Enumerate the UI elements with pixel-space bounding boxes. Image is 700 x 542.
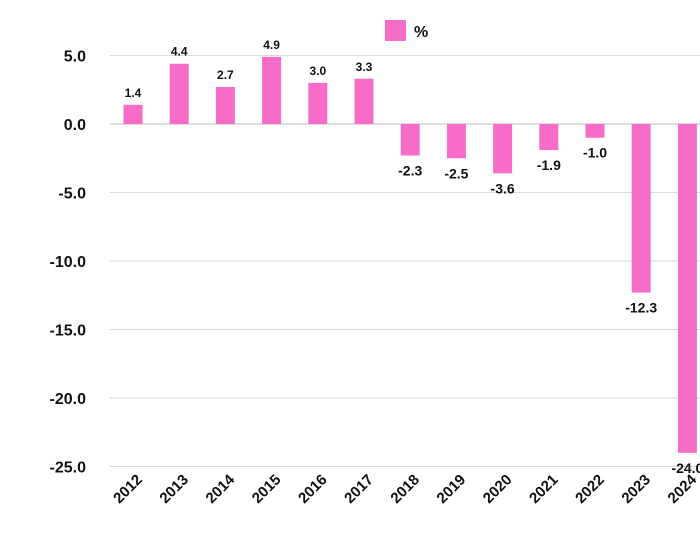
x-axis-ticks: 2012 2013 2014 2015 2016 2017 2018 2019 2020 2021…: [110, 471, 700, 507]
bar: [262, 56, 282, 125]
bar: [169, 63, 189, 124]
x-tick-label: 2014: [203, 471, 239, 507]
y-tick-label: 5.0: [64, 49, 86, 66]
bar: [677, 124, 697, 453]
x-tick-label: 2022: [572, 471, 608, 507]
data-label: -1.9: [537, 157, 561, 173]
x-tick-label: 2017: [341, 471, 377, 507]
legend: %: [385, 20, 428, 41]
data-label: 3.3: [356, 60, 373, 74]
bar: [446, 124, 466, 159]
y-tick-label: -5.0: [58, 186, 86, 203]
bar: [308, 82, 328, 124]
y-tick-label: -20.0: [50, 391, 87, 408]
legend-swatch: [385, 20, 406, 41]
gridlines: [110, 55, 700, 467]
x-tick-label: 2013: [156, 471, 192, 507]
data-label: -2.5: [444, 165, 468, 181]
data-label: 4.4: [171, 45, 188, 59]
data-label: 2.7: [217, 68, 234, 82]
bar: [215, 87, 235, 124]
bar: [354, 78, 374, 124]
data-label: -1.0: [583, 145, 607, 161]
x-tick-label: 2020: [480, 471, 516, 507]
data-label: 1.4: [125, 86, 142, 100]
x-tick-label: 2023: [618, 471, 654, 507]
x-tick-label: 2016: [295, 471, 331, 507]
bar: [400, 124, 420, 156]
bar: [123, 104, 143, 124]
data-label: -12.3: [625, 300, 657, 316]
data-label: -3.6: [491, 180, 515, 196]
data-labels: 1.4 4.4 2.7 4.9 3.0 3.3 -2.3 -2.5 -3.6 -1.9 -1.0 -1…: [125, 38, 700, 476]
x-tick-label: 2019: [434, 471, 470, 507]
bar: [631, 124, 651, 293]
data-label: -2.3: [398, 163, 422, 179]
bars: [123, 56, 697, 453]
x-tick-label: 2012: [110, 471, 146, 507]
data-label: -24.0: [671, 460, 700, 476]
y-tick-label: 0.0: [64, 117, 86, 134]
bar: [585, 124, 605, 138]
y-axis-ticks: 5.0 0.0 -5.0 -10.0 -15.0 -20.0 -25.0: [50, 49, 87, 477]
data-label: 4.9: [263, 38, 280, 52]
data-label: 3.0: [309, 64, 326, 78]
x-tick-label: 2015: [249, 471, 285, 507]
x-tick-label: 2024: [665, 471, 700, 507]
x-tick-label: 2018: [387, 471, 423, 507]
y-tick-label: -15.0: [50, 323, 87, 340]
legend-label: %: [414, 24, 428, 41]
x-tick-label: 2021: [526, 471, 562, 507]
bar: [539, 124, 559, 151]
bar: [493, 124, 513, 174]
y-tick-label: -10.0: [50, 254, 87, 271]
y-tick-label: -25.0: [50, 460, 87, 477]
